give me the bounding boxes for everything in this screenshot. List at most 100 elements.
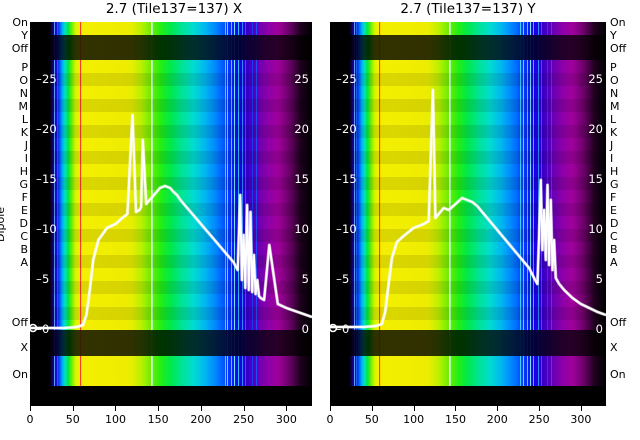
x-axis-panel-x: 0 50 100 150 200 250 300 [27,406,312,440]
category-label-f-13: F [21,191,28,204]
panel-title-y: 2.7 (Tile137=137) Y [400,1,536,17]
category-label-f-13: F [610,191,617,204]
category-label-m-6: M [18,100,29,113]
x-tick-mark [371,406,373,411]
x-tick-label: 150 [147,413,169,426]
heatmap-band-2 [330,47,606,60]
category-label-n-5: N [610,87,619,100]
heatmap-band-2 [30,47,312,60]
x-tick-mark [158,406,160,411]
spectral-lines [330,47,606,60]
heatmap-gradient [330,35,606,47]
x-tick-mark [580,406,582,411]
spectral-lines [30,330,312,344]
category-label-p-3: P [21,61,28,74]
category-label-c-16: C [20,230,28,243]
x-tick-label: 300 [275,413,297,426]
category-label-b-17: B [20,243,28,256]
heatmap-panel-y[interactable]: –25 –20 –15 –10 –5 –0 25 20 15 10 5 0 [330,22,606,406]
x-tick-mark [539,406,541,411]
category-label-n-5: N [19,87,28,100]
trace-path [30,114,312,329]
heatmap-gradient [30,35,312,47]
category-label-o-4: O [19,74,28,87]
heatmap-row-banding [330,125,606,138]
heatmap-row-banding [330,177,606,190]
spectral-lines [330,330,606,344]
category-label-k-8: K [610,126,618,139]
x-tick-mark [497,406,499,411]
heatmap-gradient [330,356,606,386]
category-label-on-21: On [610,368,626,381]
x-tick-mark [243,406,245,411]
heatmap-gradient [30,356,312,386]
baseline-marker [330,323,338,333]
heatmap-row-banding [330,99,606,112]
x-tick-label: 50 [65,413,80,426]
category-label-e-14: E [21,204,28,217]
category-label-j-9: J [610,139,614,152]
heatmap-row-banding [330,151,606,164]
category-label-y-1: Y [610,29,617,42]
category-label-d-15: D [19,217,28,230]
heatmap-gradient [30,47,312,60]
x-tick-label: 50 [364,413,379,426]
x-tick-mark [30,406,31,411]
category-label-y-1: Y [21,29,28,42]
heatmap-row-banding [30,73,312,86]
x-tick-label: 100 [403,413,425,426]
overlay-trace [330,88,606,333]
category-label-off-2: Off [11,42,28,55]
heatmap-band-1 [30,35,312,47]
heatmap-panel-x[interactable]: –25 –20 –15 –10 –5 –0 25 20 15 10 5 0 [30,22,312,406]
category-label-a-18: A [610,256,618,269]
heatmap-band-4 [330,330,606,344]
category-label-on-0: On [12,16,28,29]
heatmap-row-banding [30,307,312,320]
category-label-o-4: O [610,74,619,87]
trace-path [330,89,606,328]
heatmap-band-1 [330,35,606,47]
category-label-l-7: L [610,113,617,126]
heatmap-row-banding [330,203,606,216]
heatmap-gradient [30,330,312,344]
category-label-m-6: M [610,100,620,113]
category-label-a-18: A [20,256,28,269]
x-tick-label: 300 [570,413,592,426]
category-label-p-3: P [610,61,617,74]
category-label-off-19: Off [11,316,28,329]
category-label-i-10: I [610,152,614,165]
spectral-lines [30,47,312,60]
spectral-lines [330,22,606,35]
category-axis-right: On Y Off P O N M L K J I H G F E D C B A Off X On [606,17,640,406]
heatmap-row-banding [30,151,312,164]
spectral-lines [30,35,312,47]
category-label-g-12: G [610,178,619,191]
x-tick-label: 100 [104,413,126,426]
spectral-lines [330,35,606,47]
x-axis-panel-y: 0 50 100 150 200 250 300 [326,406,606,440]
trace-path [30,113,312,330]
heatmap-band-0 [330,22,606,35]
category-label-c-16: C [610,230,618,243]
heatmap-gradient [330,22,606,35]
heatmap-gradient [330,330,606,344]
heatmap-row-banding [30,281,312,294]
x-tick-mark [455,406,457,411]
spectral-lines [30,356,312,386]
category-label-g-12: G [19,178,28,191]
category-label-on-0: On [610,16,626,29]
x-tick-label: 150 [444,413,466,426]
x-tick-label: 200 [486,413,508,426]
category-label-off-2: Off [610,42,627,55]
category-label-j-9: J [24,139,28,152]
x-tick-label: 0 [326,413,334,426]
x-tick-mark [115,406,117,411]
category-label-l-7: L [21,113,28,126]
x-tick-mark [72,406,74,411]
category-label-x-20: X [610,341,618,354]
category-label-i-10: I [24,152,28,165]
category-label-off-19: Off [610,316,627,329]
x-tick-mark [413,406,415,411]
